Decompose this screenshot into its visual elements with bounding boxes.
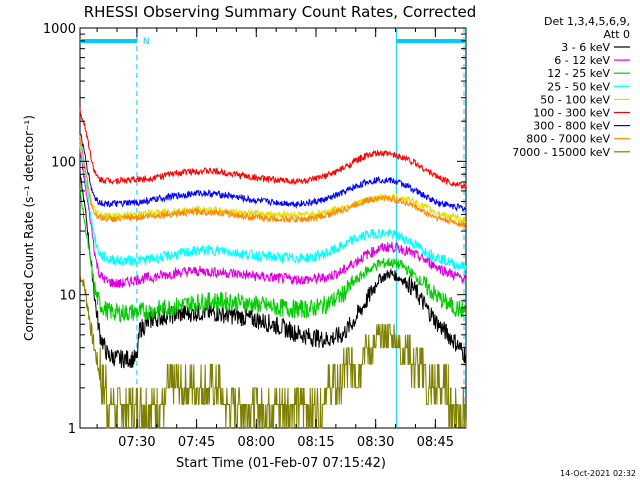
- chart-title: RHESSI Observing Summary Count Rates, Co…: [84, 3, 477, 21]
- series-800-7000-kev-line: [79, 135, 467, 228]
- legend-label: 800 - 7000 keV: [526, 133, 610, 146]
- series-25-50-kev-line: [79, 143, 467, 274]
- series-7000-15000-kev-line: [79, 274, 467, 429]
- attenuator-bar-label-0: N: [143, 37, 150, 47]
- y-axis-label: Corrected Count Rate (s⁻¹ detector⁻¹): [22, 115, 36, 341]
- y-tick-label: 10: [59, 289, 76, 304]
- x-tick-label: 08:45: [417, 435, 454, 450]
- axes: 1 10 100 1000 07:30 07:45 08:00 08:15 08:30 08:45: [43, 22, 466, 450]
- attenuator-bars: N: [80, 37, 466, 47]
- series-300-800-kev-line: [79, 133, 467, 212]
- legend-label: 100 - 300 keV: [533, 107, 610, 120]
- x-axis-label: Start Time (01-Feb-07 07:15:42): [176, 456, 386, 471]
- legend-label: 7000 - 15000 keV: [512, 146, 610, 159]
- series-100-300-kev-line: [79, 107, 467, 190]
- series-3-6-kev-line: [79, 170, 467, 369]
- y-tick-label: 1: [68, 422, 76, 437]
- plot-border: [79, 27, 467, 429]
- y-tick-label: 1000: [43, 22, 76, 37]
- legend-header-0: Det 1,3,4,5,6,9,: [544, 15, 630, 28]
- series-6-12-kev-line: [79, 151, 467, 288]
- series-12-25-kev-line: [79, 189, 467, 323]
- legend-label: 3 - 6 keV: [561, 41, 610, 54]
- legend-label: 50 - 100 keV: [540, 93, 610, 106]
- legend-label: 12 - 25 keV: [547, 67, 610, 80]
- data-series: [79, 107, 467, 429]
- y-tick-label: 100: [51, 155, 76, 170]
- plot-frame: [79, 27, 467, 429]
- legend-label: 300 - 800 keV: [533, 120, 610, 133]
- x-tick-label: 07:45: [178, 435, 215, 450]
- x-tick-label: 07:30: [118, 435, 155, 450]
- series-50-100-kev-line: [79, 139, 467, 226]
- legend-label: 6 - 12 keV: [554, 54, 610, 67]
- legend-header-1: Att 0: [604, 28, 630, 41]
- legend-label: 25 - 50 keV: [547, 80, 610, 93]
- x-tick-label: 08:00: [238, 435, 275, 450]
- x-tick-label: 08:15: [297, 435, 334, 450]
- x-tick-label: 08:30: [357, 435, 394, 450]
- timestamp-footer: 14-Oct-2021 02:32: [560, 469, 636, 478]
